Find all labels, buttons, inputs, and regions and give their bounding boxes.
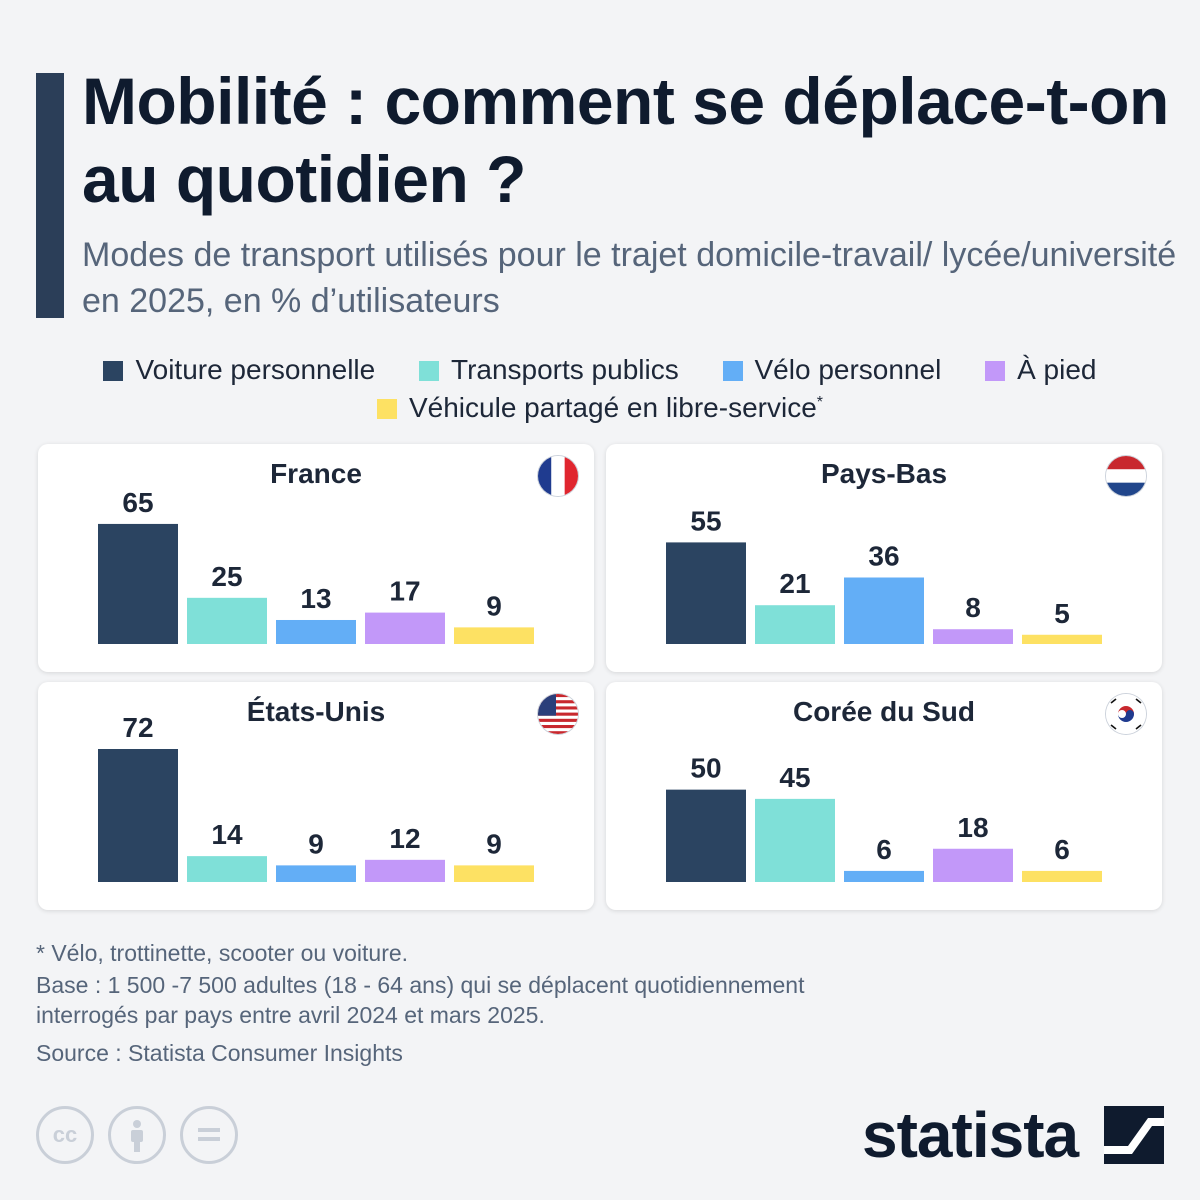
footnote-base-line-1: Base : 1 500 -7 500 adultes (18 - 64 ans… xyxy=(36,972,805,998)
legend-item-velo: Vélo personnel xyxy=(722,354,942,386)
data-label-voiture-personnelle: 72 xyxy=(122,712,153,743)
bar-voiture-personnelle xyxy=(666,789,746,882)
footnote-asterisk: * Vélo, trottinette, scooter ou voiture. xyxy=(36,940,409,966)
bar-velo-personnel xyxy=(844,870,924,882)
flag-south-korea-icon xyxy=(1106,694,1146,734)
bar-a-pied xyxy=(365,859,445,882)
footnote-base-line-2: interrogés par pays entre avril 2024 et … xyxy=(36,1002,545,1028)
footnote-marker: * xyxy=(816,394,823,411)
legend-label: Voiture personnelle xyxy=(135,354,376,385)
bar-vehicule-partage xyxy=(1022,634,1102,644)
legend-label: Vélo personnel xyxy=(754,354,942,385)
bar-velo-personnel xyxy=(276,619,356,644)
bar-voiture-personnelle xyxy=(666,542,746,644)
legend-label: À pied xyxy=(1017,354,1097,385)
page-subtitle: Modes de transport utilisés pour le traj… xyxy=(82,236,1177,320)
data-label-a-pied: 12 xyxy=(389,823,420,854)
no-derivatives-icon[interactable] xyxy=(180,1106,238,1164)
statista-logo-icon xyxy=(1104,1106,1164,1164)
legend-swatch xyxy=(722,361,743,381)
data-label-velo-personnel: 9 xyxy=(308,828,324,859)
title-accent-bar xyxy=(36,73,64,318)
legend-swatch xyxy=(103,361,124,381)
bar-vehicule-partage xyxy=(1022,870,1102,882)
bar-a-pied xyxy=(365,612,445,644)
data-label-transports-publics: 14 xyxy=(211,819,243,850)
source-note: Source : Statista Consumer Insights xyxy=(36,1040,403,1066)
legend: Voiture personnelle Transports publics V… xyxy=(0,354,1200,386)
legend-swatch xyxy=(376,399,397,419)
data-label-vehicule-partage: 9 xyxy=(486,828,502,859)
bar-a-pied xyxy=(933,629,1013,644)
statista-logo-text[interactable]: statista xyxy=(862,1099,1079,1171)
chart-title: Pays-Bas xyxy=(820,458,948,489)
attribution-icon[interactable] xyxy=(108,1106,166,1164)
bar-voiture-personnelle xyxy=(98,523,178,644)
bar-transports-publics xyxy=(755,605,835,644)
bar-chart: 55 21 36 8 5 xyxy=(666,505,1102,644)
bar-transports-publics xyxy=(187,597,267,644)
data-label-a-pied: 8 xyxy=(965,592,981,623)
bar-a-pied xyxy=(933,848,1013,882)
bar-velo-personnel xyxy=(844,577,924,644)
legend-item-voiture: Voiture personnelle xyxy=(103,354,375,386)
data-label-transports-publics: 25 xyxy=(211,561,242,592)
bar-velo-personnel xyxy=(276,865,356,882)
flag-france-icon xyxy=(538,456,578,496)
chart-panel-etats-unis: États-Unis 72 14 9 12 9 xyxy=(38,682,594,910)
data-label-transports-publics: 21 xyxy=(779,568,810,599)
legend-item-transports: Transports publics xyxy=(419,354,679,386)
bar-vehicule-partage xyxy=(454,865,534,882)
data-label-vehicule-partage: 5 xyxy=(1054,598,1070,629)
chart-panel-coree-du-sud: Corée du Sud 50 45 6 18 6 xyxy=(606,682,1162,910)
bar-chart: 50 45 6 18 6 xyxy=(666,753,1102,882)
bar-chart: 72 14 9 12 9 xyxy=(98,712,534,882)
data-label-vehicule-partage: 6 xyxy=(1054,834,1070,865)
legend-swatch xyxy=(985,361,1006,381)
data-label-velo-personnel: 6 xyxy=(876,834,892,865)
data-label-voiture-personnelle: 50 xyxy=(690,753,721,784)
flag-usa-icon xyxy=(538,694,578,734)
data-label-velo-personnel: 13 xyxy=(300,583,331,614)
data-label-velo-personnel: 36 xyxy=(868,541,899,572)
chart-panel-france: France 65 25 13 17 9 xyxy=(38,444,594,672)
legend-label: Véhicule partagé en libre-service xyxy=(408,392,817,423)
data-label-voiture-personnelle: 55 xyxy=(690,505,721,536)
chart-title: Corée du Sud xyxy=(792,696,975,727)
bar-chart: 65 25 13 17 9 xyxy=(98,487,534,644)
data-label-voiture-personnelle: 65 xyxy=(122,487,153,518)
data-label-transports-publics: 45 xyxy=(779,762,810,793)
legend-swatch xyxy=(419,361,439,381)
legend-item-vehicule-partage: Véhicule partagé en libre-service* xyxy=(376,392,823,424)
chart-title: France xyxy=(270,458,362,489)
data-label-vehicule-partage: 9 xyxy=(486,590,502,621)
flag-netherlands-icon xyxy=(1106,456,1146,496)
chart-title: États-Unis xyxy=(246,696,386,727)
cc-icon[interactable]: cc xyxy=(36,1106,94,1164)
legend-label: Transports publics xyxy=(451,354,679,385)
data-label-a-pied: 18 xyxy=(957,812,988,843)
data-label-a-pied: 17 xyxy=(389,576,420,607)
bar-transports-publics xyxy=(187,856,267,882)
bar-vehicule-partage xyxy=(454,627,534,644)
chart-panel-pays-bas: Pays-Bas 55 21 36 8 5 xyxy=(606,444,1162,672)
legend-item-a-pied: À pied xyxy=(985,354,1097,386)
bar-voiture-personnelle xyxy=(98,749,178,882)
bar-transports-publics xyxy=(755,798,835,882)
page-title: Mobilité : comment se déplace-t-on au qu… xyxy=(82,64,1169,216)
legend-second-row: Véhicule partagé en libre-service* xyxy=(0,392,1200,424)
